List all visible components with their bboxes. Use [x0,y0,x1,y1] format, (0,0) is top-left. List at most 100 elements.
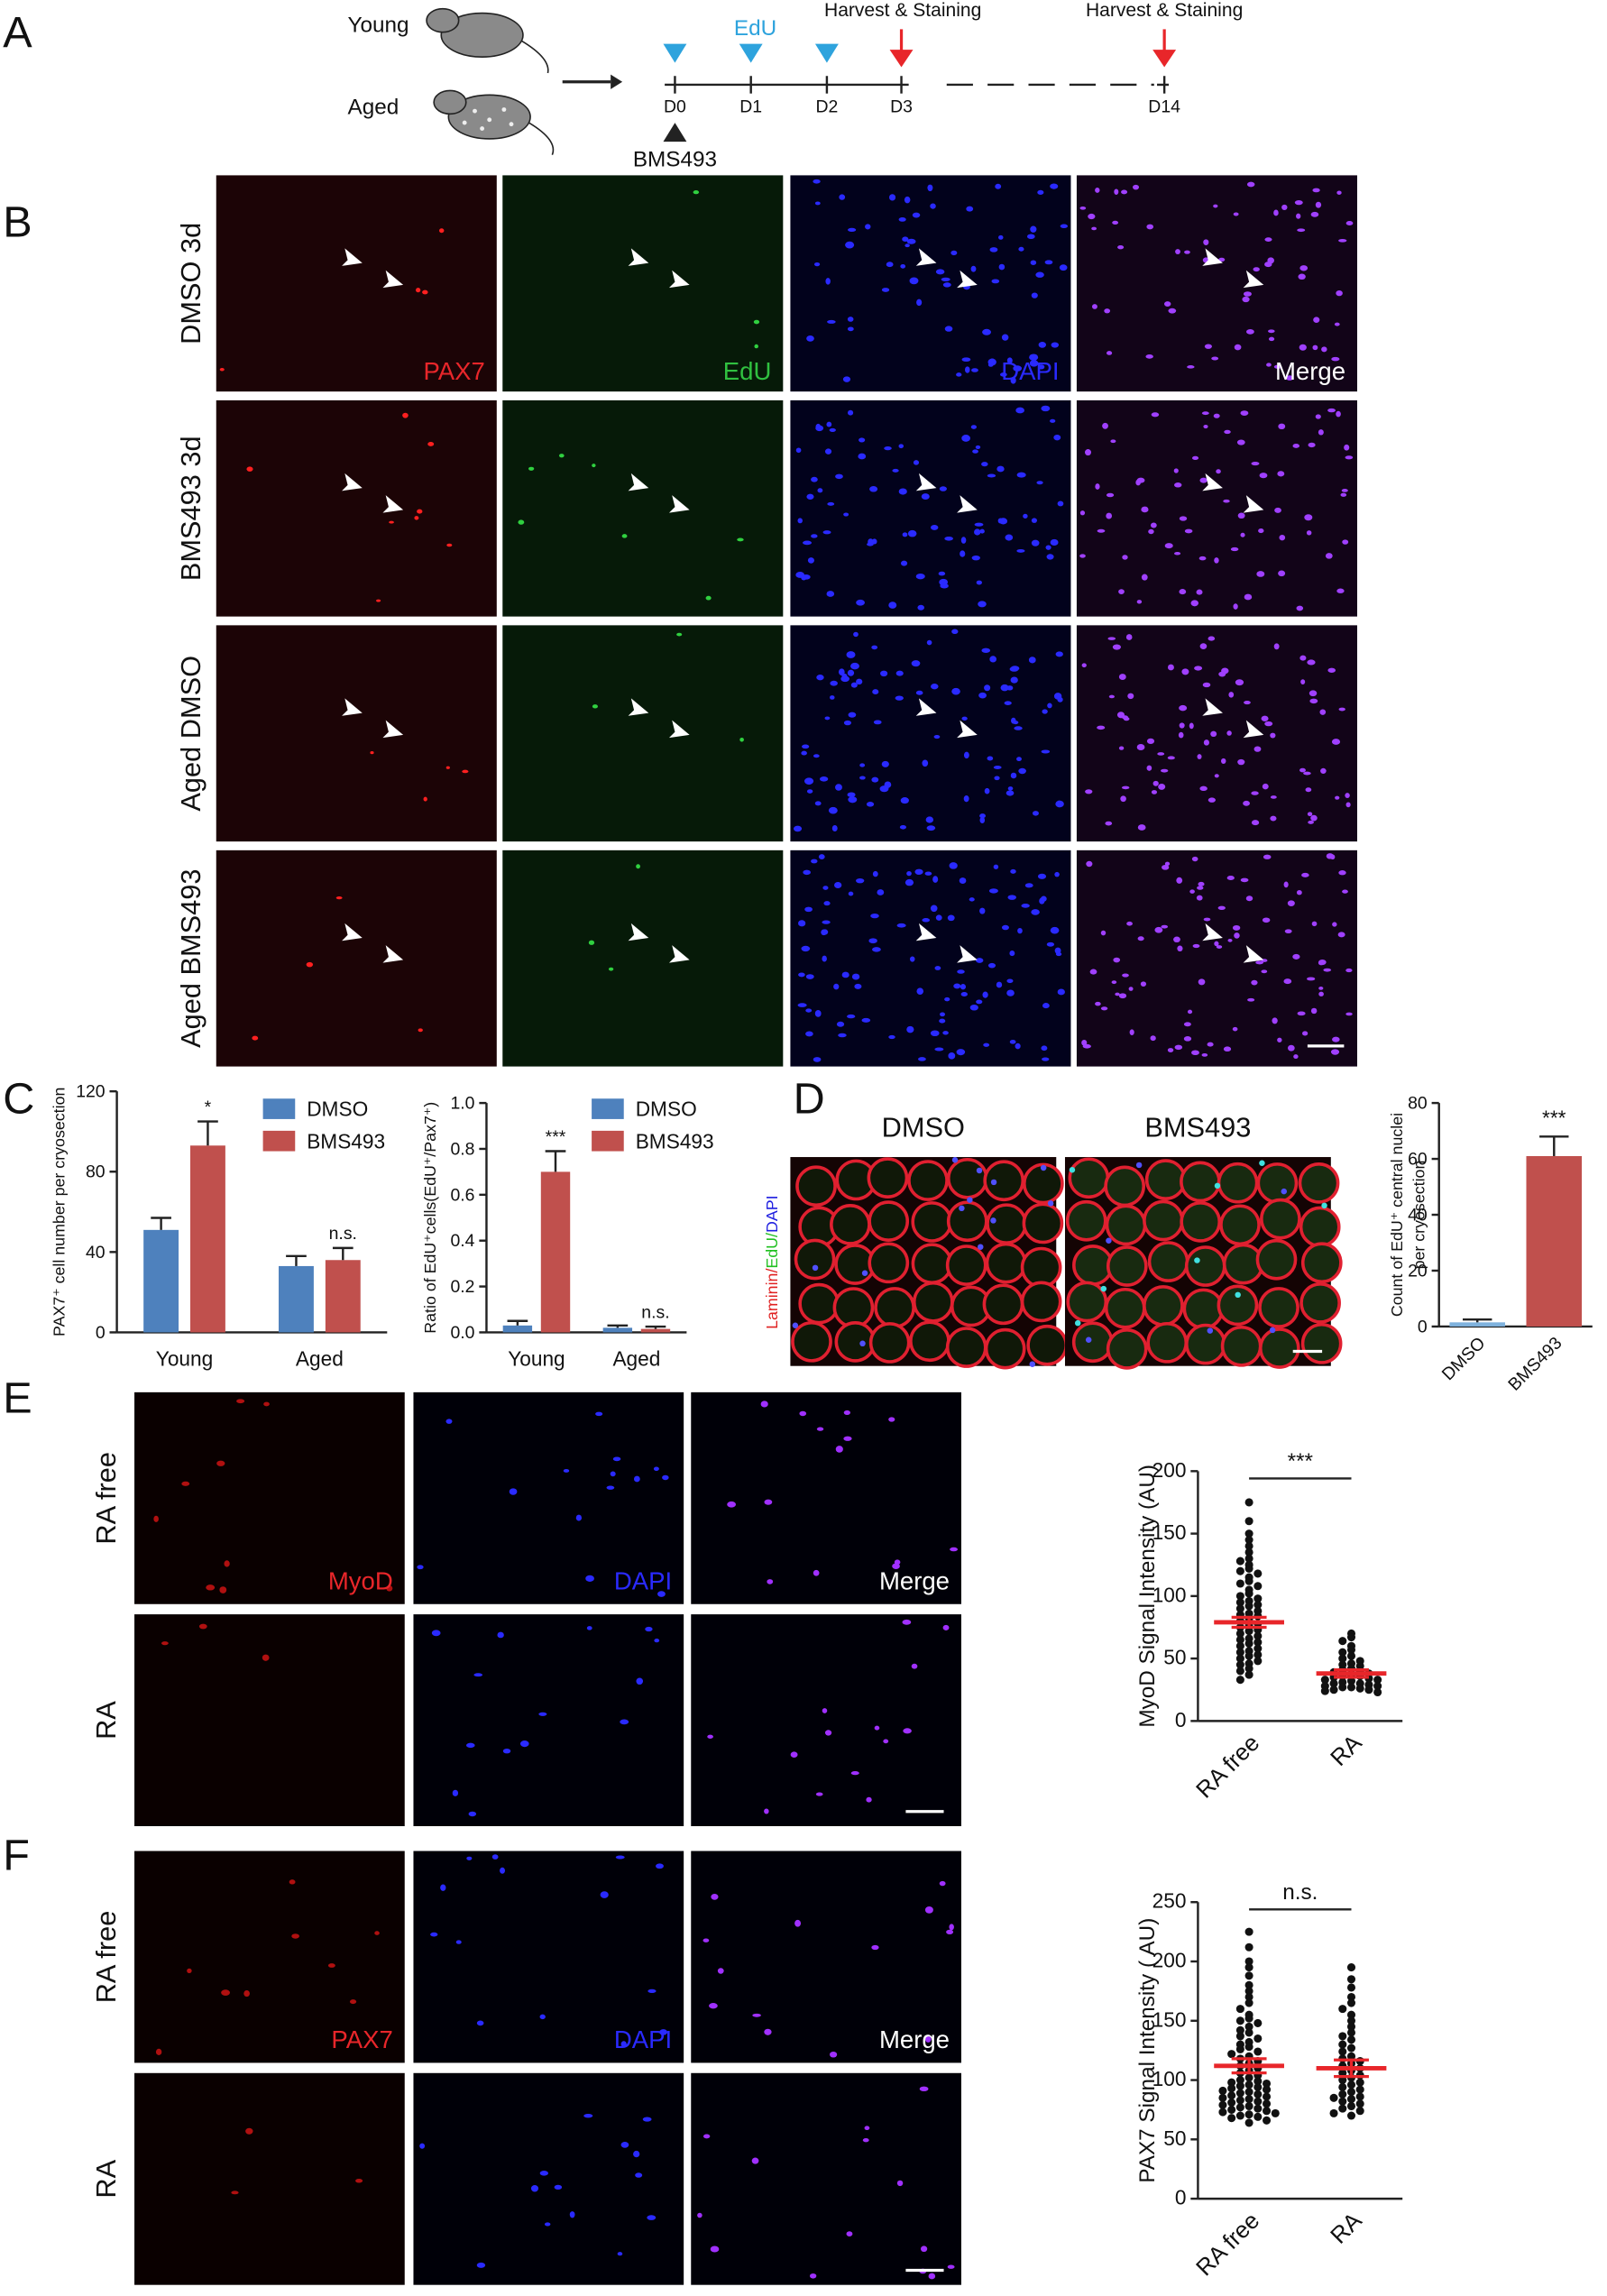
nucleus [693,189,700,195]
nucleus [835,473,843,480]
nucleus [1227,938,1233,942]
data-point [1253,1650,1263,1659]
nucleus [851,973,860,980]
data-point [1329,2093,1338,2102]
nucleus [956,1049,966,1056]
channel-label: MyoD [328,1567,393,1595]
nucleus [1327,667,1336,673]
micrograph [413,1614,684,1827]
y-tick-label: 0.8 [450,1139,474,1159]
nucleus [906,1025,914,1033]
nucleus [1300,679,1306,685]
arrowhead [342,473,363,491]
group-label: Young [348,14,409,38]
nucleus [971,555,980,561]
nucleus [1197,754,1202,759]
nucleus [839,194,846,200]
nucleus [806,335,814,342]
legend-swatch [592,1098,624,1119]
y-axis-label: MyoD Signal Intensity (AU) [1135,1465,1160,1728]
nucleus [1179,516,1188,521]
nucleus [1189,889,1195,894]
row-label: RA free [90,1452,122,1545]
nucleus [620,2041,627,2047]
data-point [1244,1627,1253,1636]
nucleus [949,1924,954,1931]
data-point [1244,1942,1253,1952]
nucleus [866,1796,872,1803]
stain-label: Laminin/EdU/DAPI [763,1195,781,1329]
micrograph [691,2072,961,2285]
nucleus [702,2134,711,2139]
fiber-outline [982,1283,1024,1326]
nucleus [1201,1052,1208,1057]
nucleus [465,1742,475,1749]
fiber-outline [868,1322,911,1364]
nucleus [1198,881,1205,886]
micrograph [413,2072,684,2285]
nucleus [881,288,890,292]
nucleus [519,1740,529,1748]
nucleus [1031,539,1040,546]
bar [640,1328,671,1333]
nucleus [847,409,854,416]
nucleus [252,1035,259,1041]
nucleus [1024,883,1033,888]
data-point [1355,2099,1364,2108]
fiber-outline [1298,1162,1340,1204]
nucleus [1270,815,1277,822]
nucleus [647,2215,657,2220]
data-point [1253,1657,1263,1666]
nucleus [1167,1048,1174,1052]
nucleus [865,224,871,230]
nucleus [1259,1160,1265,1166]
data-point [1346,2095,1356,2104]
y-tick-label: 80 [86,1162,106,1182]
fiber-outline [1219,1204,1261,1246]
nucleus [1118,993,1127,999]
nucleus [440,1884,446,1891]
nucleus [1146,738,1155,745]
nucleus [843,512,849,517]
nucleus [586,1626,592,1630]
micrograph [691,1614,961,1827]
nucleus [1121,715,1128,720]
nucleus [1009,1039,1016,1044]
nucleus [1050,926,1060,934]
data-point [1338,2032,1347,2041]
nucleus [1015,1042,1021,1050]
fiber-outline [946,1200,988,1243]
data-point [1244,1548,1253,1557]
micrograph [413,1391,684,1604]
arrowhead [668,945,690,963]
nucleus [804,777,814,785]
data-point [1253,2018,1263,2027]
nucleus [824,716,831,721]
x-tick-label: DMSO [1438,1333,1490,1384]
nucleus [654,1638,660,1643]
nucleus [838,668,845,675]
nucleus [950,1547,959,1552]
nucleus [181,1481,190,1486]
row-label: BMS493 3d [175,436,207,581]
fiber-outline [834,1321,877,1363]
channel-label: PAX7 [423,357,484,385]
nucleus [1345,1012,1353,1016]
micrograph [790,625,1071,842]
nucleus [813,1057,822,1062]
nucleus [826,591,835,597]
legend-swatch [262,1130,296,1152]
nucleus [462,769,469,774]
data-point [1355,2107,1364,2116]
nucleus [995,183,1002,189]
nucleus [1145,354,1153,359]
nucleus [895,670,904,676]
legend-label: DMSO [307,1097,368,1121]
nucleus [1148,528,1154,535]
data-point [1253,2097,1263,2106]
nucleus [1292,443,1299,448]
day-label: D14 [1148,97,1180,117]
nucleus [1095,483,1100,490]
nucleus [1216,945,1223,949]
nucleus [1085,449,1091,456]
